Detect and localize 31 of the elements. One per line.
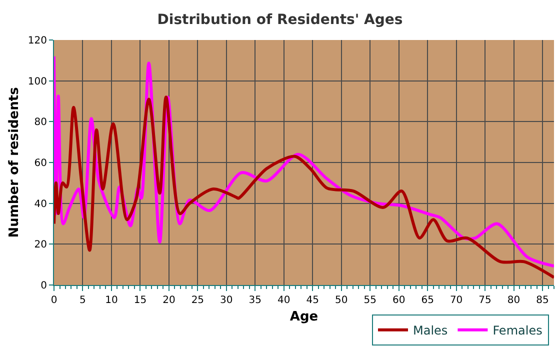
legend-label: Females [492,324,542,338]
x-tick-label: 80 [507,295,520,306]
y-tick-label: 80 [34,117,47,128]
x-tick-label: 40 [278,295,290,306]
x-tick-label: 30 [220,295,233,306]
x-tick-label: 75 [478,295,492,306]
chart-title: Distribution of Residents' Ages [157,12,403,28]
y-axis-title: Number of residents [6,86,22,238]
x-tick-label: 60 [392,295,406,306]
y-tick-label: 0 [40,280,47,292]
x-tick-label: 5 [80,295,86,306]
x-tick-label: 20 [162,295,176,306]
x-tick-label: 15 [134,295,147,306]
x-tick-label: 10 [105,295,118,306]
x-tick-label: 35 [248,295,262,306]
x-tick-label: 85 [536,295,549,306]
y-tick-label: 40 [34,198,47,210]
line-series [54,96,554,279]
y-tick-label: 20 [34,240,47,251]
x-tick-label: 55 [364,295,376,306]
x-tick-label: 45 [306,295,319,306]
x-tick-label: 70 [450,295,463,306]
y-tick-label: 120 [28,36,47,46]
y-tick-label: 60 [34,158,47,169]
x-tick-label: 25 [191,295,204,306]
y-tick-label: 100 [28,76,47,88]
x-tick-label: 65 [421,295,434,306]
x-axis-title: Age [290,310,318,325]
legend-label: Males [413,324,448,338]
x-tick-label: 0 [50,295,58,306]
x-tick-label: 50 [334,295,348,306]
